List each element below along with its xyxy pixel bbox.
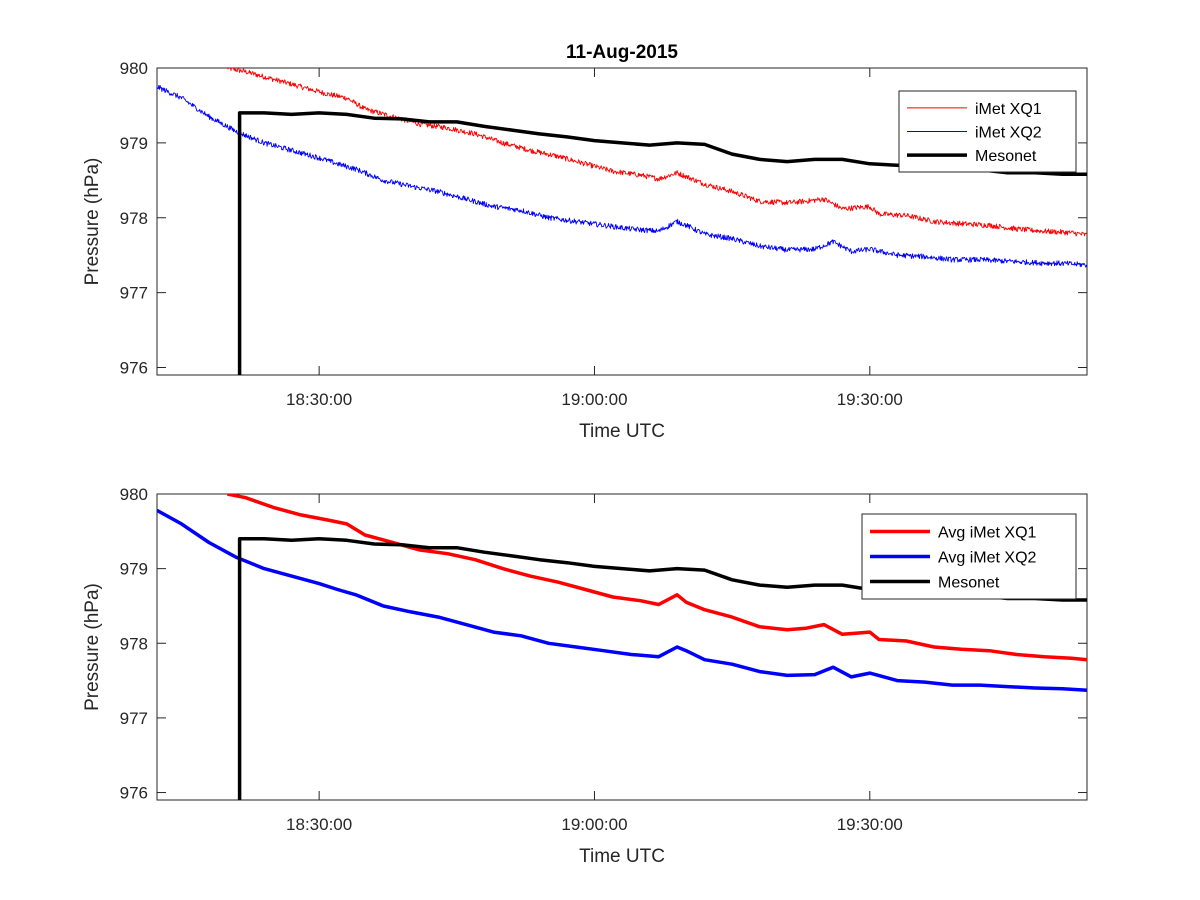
legend-label: iMet XQ2 [975,125,1042,142]
x-tick-label: 19:00:00 [561,815,627,834]
y-tick-label: 977 [120,284,148,303]
legend-label: Mesonet [938,575,1000,592]
series-line-imet-xq2 [157,85,1087,268]
series-line-avg-imet-xq1 [227,494,1087,662]
y-tick-label: 978 [120,634,148,653]
bottom-average-pressure-chart: 18:30:00 19:00:00 19:30:00 976 977 978 979 980 T… [82,485,1088,867]
y-tick-label: 979 [120,134,148,153]
chart-title: 11-Aug-2015 [566,42,678,63]
series-line-imet-xq1 [227,68,1087,237]
legend-label: Avg iMet XQ1 [938,525,1037,542]
x-axis-label: Time UTC [579,421,665,442]
y-tick-label: 976 [120,784,148,803]
legend-label: iMet XQ1 [975,101,1042,118]
legend: iMet XQ1 iMet XQ2 Mesonet [898,90,1077,173]
top-pressure-chart: 18:30:00 19:00:00 19:30:00 976 977 978 979 980 T… [82,42,1088,442]
x-axis-label: Time UTC [579,846,665,867]
x-tick-label: 19:00:00 [561,390,627,409]
legend: Avg iMet XQ1 Avg iMet XQ2 Mesonet [861,513,1077,600]
x-tick-label: 18:30:00 [286,390,352,409]
y-axis-label: Pressure (hPa) [82,583,103,711]
y-tick-label: 979 [120,560,148,579]
x-tick-label: 19:30:00 [837,815,903,834]
y-tick-label: 980 [120,485,148,504]
x-tick-label: 18:30:00 [286,815,352,834]
x-tick-label: 19:30:00 [837,390,903,409]
y-tick-label: 977 [120,709,148,728]
y-tick-label: 980 [120,59,148,78]
legend-label: Mesonet [975,148,1037,165]
series-line-avg-imet-xq2 [157,508,1087,693]
y-tick-label: 978 [120,209,148,228]
y-axis-label: Pressure (hPa) [82,158,103,286]
y-tick-label: 976 [120,359,148,378]
legend-label: Avg iMet XQ2 [938,550,1037,567]
